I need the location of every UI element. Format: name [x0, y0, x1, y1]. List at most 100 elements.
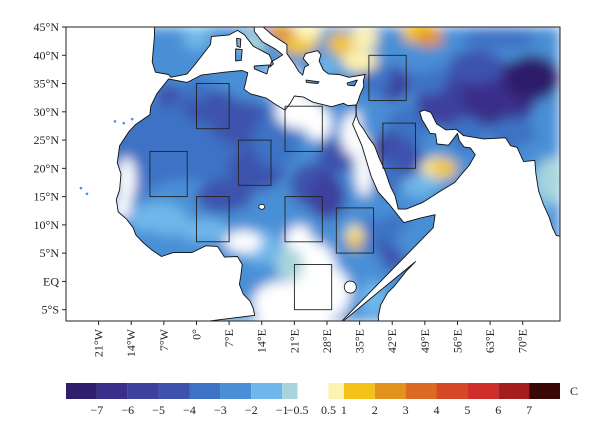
y-tick-label: 30°N — [34, 105, 60, 119]
colorbar-bin — [374, 383, 406, 399]
anomaly-patch — [294, 27, 323, 42]
colorbar-bin — [96, 383, 128, 399]
colorbar-label: 0.5 — [321, 403, 336, 417]
y-tick-label: 25°N — [34, 133, 60, 147]
colorbar-bin — [251, 383, 283, 399]
anomaly-patch — [341, 49, 379, 73]
anomaly-patch — [182, 27, 211, 50]
colorbar-label: −2 — [245, 403, 258, 417]
x-tick-label: 63°E — [483, 329, 497, 353]
y-tick-label: 40°N — [34, 48, 60, 62]
anomaly-patch — [415, 29, 444, 47]
colorbar-label: 7 — [526, 403, 532, 417]
x-tick-label: 21°E — [287, 329, 301, 353]
colorbar-label: 5 — [464, 403, 470, 417]
colorbar-label: −6 — [121, 403, 134, 417]
x-tick-label: 42°E — [385, 329, 399, 353]
y-tick-label: EQ — [43, 274, 59, 288]
island-marker — [130, 117, 134, 121]
anomaly-patch — [448, 49, 505, 84]
study-box — [237, 139, 272, 186]
colorbar-label: 2 — [372, 403, 378, 417]
x-tick-label: 7°E — [222, 329, 236, 347]
colorbar-label: −3 — [214, 403, 227, 417]
y-tick-label: 10°N — [34, 218, 60, 232]
study-box — [196, 196, 230, 243]
anomaly-patch — [504, 55, 560, 101]
lake-victoria — [343, 280, 357, 294]
plot-frame — [65, 26, 561, 322]
study-box — [368, 54, 407, 101]
anomaly-patch — [396, 38, 444, 73]
anomaly-patch — [462, 27, 537, 50]
x-tick-label: 70°E — [516, 329, 530, 353]
x-tick-label: 21°W — [92, 328, 106, 357]
anomaly-patch — [401, 174, 439, 197]
island-marker — [85, 192, 89, 196]
colorbar-label: −7 — [90, 403, 103, 417]
study-box — [284, 105, 323, 152]
lake-chad — [258, 203, 266, 210]
colorbar-bin — [189, 383, 221, 399]
study-box — [382, 122, 416, 169]
y-tick-label: 35°N — [34, 77, 60, 91]
colorbar-bin — [529, 383, 560, 399]
island-marker — [79, 186, 83, 190]
colorbar-bin — [498, 383, 530, 399]
y-tick-label: 20°N — [34, 161, 60, 175]
colorbar-bin — [220, 383, 252, 399]
coastline — [115, 70, 436, 321]
colorbar-bin — [467, 383, 499, 399]
y-tick-label: 45°N — [34, 20, 60, 34]
coastline — [346, 79, 358, 87]
coastline — [253, 64, 270, 75]
study-box — [335, 207, 375, 254]
x-tick-label: 0° — [189, 329, 203, 340]
anomaly-patch — [117, 157, 136, 203]
colorbar-bin — [436, 383, 468, 399]
anomaly-patch — [224, 230, 262, 254]
anomaly-patch — [359, 106, 388, 141]
coastline — [151, 27, 560, 237]
y-tick-label: 15°N — [34, 190, 60, 204]
x-tick-label: 49°E — [418, 329, 432, 353]
y-tick-label: 5°S — [42, 303, 59, 317]
study-box — [196, 83, 230, 130]
x-tick-label: 7°W — [157, 328, 171, 351]
anomaly-patch — [327, 32, 355, 56]
anomaly-patch — [303, 106, 332, 141]
coastlines — [79, 27, 560, 321]
island-marker — [113, 120, 117, 123]
colorbar-bin — [405, 383, 437, 399]
colorbar-label: −4 — [183, 403, 196, 417]
colorbar: −7 −6 −5 −4 −3 −2 −1−0.5 0.5 1 2 3 4 5 6 7 C — [66, 383, 578, 417]
colorbar-bin — [66, 383, 97, 399]
anomaly-patch — [252, 281, 309, 321]
study-box — [149, 150, 188, 198]
colorbar-label: −1 — [276, 403, 289, 417]
colorbar-bin — [328, 383, 344, 399]
y-tick-label: 5°N — [40, 246, 60, 260]
y-axis: 45°N 40°N 35°N 30°N 25°N 20°N 15°N 10°N 5°N EQ 5°S — [34, 20, 66, 317]
coastline — [236, 37, 242, 48]
study-box — [293, 264, 333, 311]
island-marker — [122, 121, 126, 125]
colorbar-label: 1 — [341, 403, 347, 417]
colorbar-bin — [343, 383, 375, 399]
colorbar-unit: C — [570, 384, 578, 398]
anomaly-patch — [154, 83, 183, 107]
coastline — [235, 48, 243, 62]
anomaly-patch — [177, 219, 234, 242]
x-tick-label: 28°E — [320, 329, 334, 353]
study-box — [284, 196, 323, 243]
colorbar-label: 3 — [403, 403, 409, 417]
anomaly-patch — [275, 247, 304, 282]
colorbar-bin — [297, 383, 329, 399]
x-tick-label: 35°E — [353, 329, 367, 353]
colorbar-bin — [127, 383, 159, 399]
colorbar-label: 6 — [495, 403, 501, 417]
colorbar-label: 4 — [434, 403, 440, 417]
anomaly-patch — [429, 159, 458, 177]
x-axis: 21°W 14°W 7°W 0° 7°E 14°E 21°E 28°E 35°E 42°E 49°E… — [92, 321, 530, 357]
